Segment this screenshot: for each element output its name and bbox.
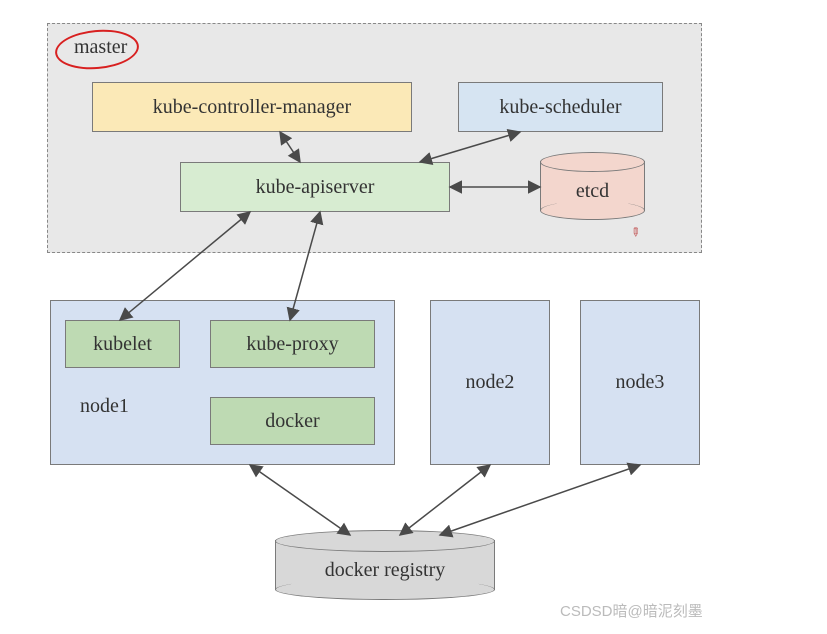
scheduler-label: kube-scheduler (499, 96, 621, 119)
master-label: master (74, 36, 127, 59)
node2-label: node2 (466, 371, 515, 394)
apiserver-label: kube-apiserver (256, 176, 375, 199)
registry-cylinder: docker registry (275, 530, 495, 600)
kube-proxy-label: kube-proxy (246, 333, 338, 356)
diagram-canvas: master kube-controller-manager kube-sche… (0, 0, 827, 634)
kubelet-label: kubelet (93, 333, 152, 356)
node3-box: node3 (580, 300, 700, 465)
etcd-cylinder: etcd (540, 152, 645, 220)
kube-proxy-box: kube-proxy (210, 320, 375, 368)
watermark-text: CSDSD暗@暗泥刻墨 (560, 600, 703, 621)
node1-label: node1 (80, 395, 129, 418)
docker-box: docker (210, 397, 375, 445)
kubelet-box: kubelet (65, 320, 180, 368)
node2-box: node2 (430, 300, 550, 465)
apiserver-box: kube-apiserver (180, 162, 450, 212)
controller-manager-label: kube-controller-manager (153, 96, 351, 119)
node3-label: node3 (616, 371, 665, 394)
docker-label: docker (265, 410, 319, 433)
scheduler-box: kube-scheduler (458, 82, 663, 132)
controller-manager-box: kube-controller-manager (92, 82, 412, 132)
